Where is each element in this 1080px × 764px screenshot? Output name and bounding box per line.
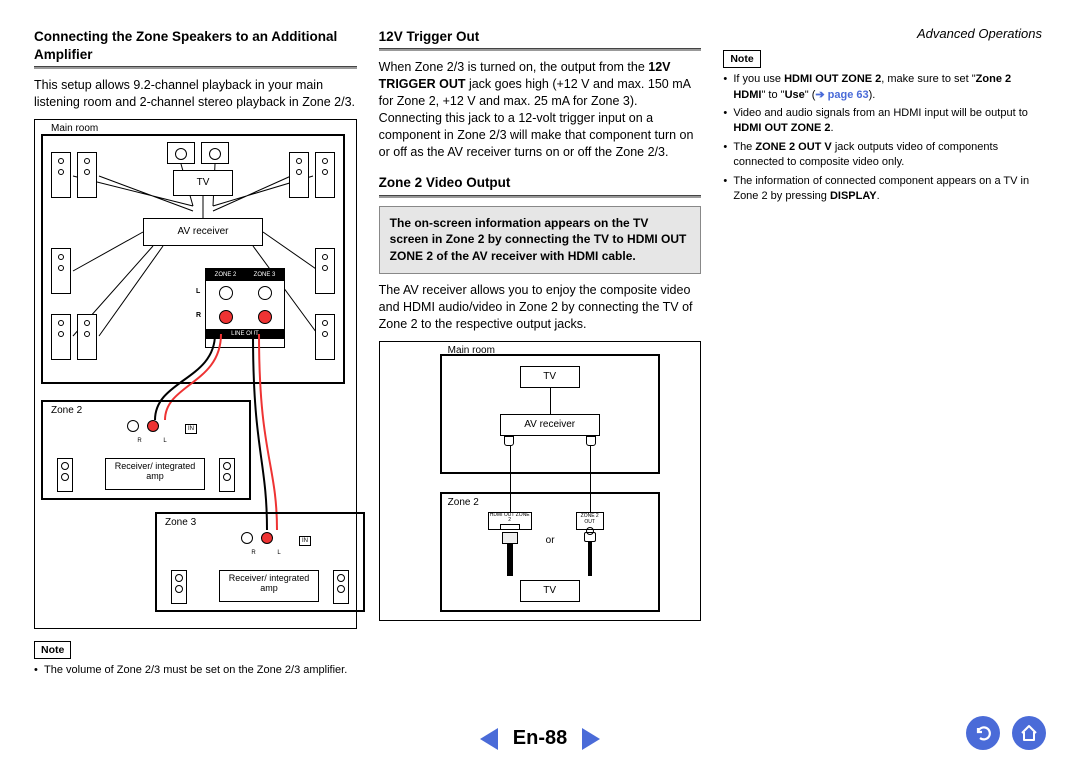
prev-page-button[interactable] (480, 728, 498, 750)
avr-stand (498, 436, 602, 446)
section-header: Advanced Operations (917, 26, 1042, 41)
speaker-icon (51, 152, 71, 198)
col2-p2: The AV receiver allows you to enjoy the … (379, 282, 702, 333)
note-label: Note (34, 641, 71, 659)
rule (34, 66, 357, 69)
zone3-hdr: ZONE 3 (245, 269, 284, 281)
tv-box: TV (520, 580, 580, 602)
page-link[interactable]: ➔ page 63 (815, 89, 868, 101)
back-button[interactable] (966, 716, 1000, 750)
note-item: If you use HDMI OUT ZONE 2, make sure to… (723, 72, 1046, 103)
diagram-zone-amp: Main room TV AV receiver (34, 119, 357, 629)
note-item: Video and audio signals from an HDMI inp… (723, 106, 1046, 137)
lineout-label: LINE OUT (206, 329, 284, 339)
col1-intro: This setup allows 9.2-channel playback i… (34, 77, 357, 111)
speaker-icon (51, 248, 71, 294)
zone2-rca-in: IN R L (123, 420, 183, 450)
speaker-icon (51, 314, 71, 360)
speaker-icon (77, 152, 97, 198)
col3-notes: If you use HDMI OUT ZONE 2, make sure to… (723, 72, 1046, 204)
column-1: Connecting the Zone Speakers to an Addit… (34, 28, 357, 682)
rca-lineout-panel: ZONE 2ZONE 3 LINE OUT L R (205, 268, 285, 348)
avr-box: AV receiver (500, 414, 600, 436)
l-label: L (196, 287, 200, 296)
main-room-box: TV AV receiver ZONE 2ZONE 3 (41, 134, 345, 384)
note-item: The information of connected component a… (723, 174, 1046, 205)
in-label: IN (185, 424, 197, 434)
next-page-button[interactable] (582, 728, 600, 750)
hdmi-out-port: HDMI OUT ZONE 2 (488, 512, 532, 530)
speaker-icon (57, 458, 73, 492)
wire (550, 388, 551, 414)
avr-box: AV receiver (143, 218, 263, 246)
speaker-icon (289, 152, 309, 198)
in-label: IN (299, 536, 311, 546)
undo-icon (973, 723, 993, 743)
zone2-box: Zone 2 IN R L Receiver/ integrated amp (41, 400, 251, 500)
r-label: R (196, 311, 201, 320)
speaker-icon (315, 248, 335, 294)
page-footer: En-88 (0, 727, 1080, 750)
home-button[interactable] (1012, 716, 1046, 750)
zone2-callout: The on-screen information appears on the… (379, 206, 702, 274)
zone3-amp: Receiver/ integrated amp (219, 570, 319, 602)
speaker-icon (171, 570, 187, 604)
speaker-icon (219, 458, 235, 492)
col1-notes: The volume of Zone 2/3 must be set on th… (34, 663, 357, 678)
hdmi-plug-icon (502, 532, 518, 576)
speaker-icon (315, 152, 335, 198)
note-label: Note (723, 50, 760, 68)
column-2: 12V Trigger Out When Zone 2/3 is turned … (379, 28, 702, 682)
home-icon (1019, 723, 1039, 743)
zone3-box: Zone 3 IN R L Receiver/ integrated amp (155, 512, 365, 612)
page-number: En-88 (513, 727, 567, 750)
diagram-zone2-video: Main room TV AV receiver Zone 2 HDMI OUT… (379, 341, 702, 621)
col1-heading: Connecting the Zone Speakers to an Addit… (34, 28, 357, 64)
zone3-label: Zone 3 (165, 516, 196, 530)
composite-out-port: ZONE 2 OUT (576, 512, 604, 530)
speaker-icon (315, 314, 335, 360)
rule (379, 195, 702, 198)
speaker-icon (77, 314, 97, 360)
zone2-amp: Receiver/ integrated amp (105, 458, 205, 490)
col2-h1: 12V Trigger Out (379, 28, 702, 46)
or-label: or (546, 534, 555, 548)
speaker-icon (333, 570, 349, 604)
rule (379, 48, 702, 51)
zone3-rca-in: IN R L (237, 532, 297, 562)
col2-h2: Zone 2 Video Output (379, 174, 702, 192)
note-item: The volume of Zone 2/3 must be set on th… (34, 663, 357, 678)
wire (510, 446, 511, 512)
col2-p1: When Zone 2/3 is turned on, the output f… (379, 59, 702, 160)
zone2-hdr: ZONE 2 (206, 269, 245, 281)
tv-box: TV (520, 366, 580, 388)
wire (590, 446, 591, 512)
tv-box: TV (173, 170, 233, 196)
zone2-label: Zone 2 (51, 404, 82, 418)
composite-plug-icon (584, 532, 596, 576)
note-item: The ZONE 2 OUT V jack outputs video of c… (723, 140, 1046, 171)
column-3: Note If you use HDMI OUT ZONE 2, make su… (723, 28, 1046, 682)
